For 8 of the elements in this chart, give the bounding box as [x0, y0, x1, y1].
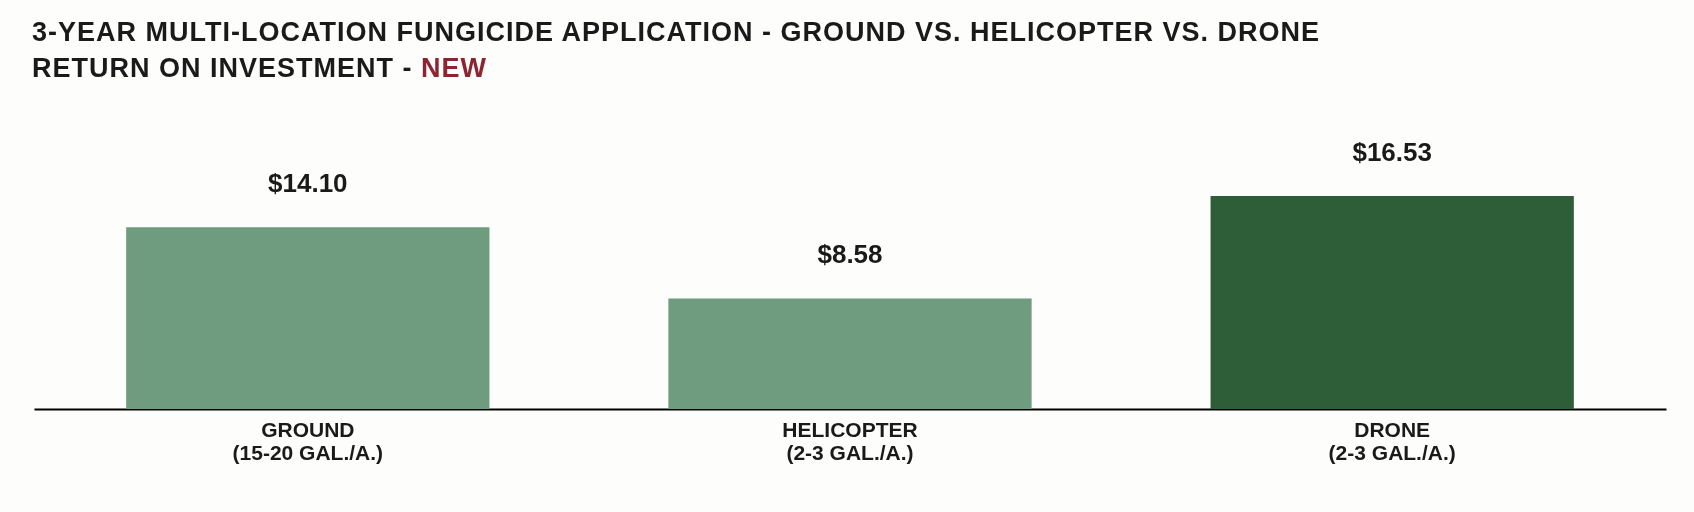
chart-subtitle: RETURN ON INVESTMENT - NEW	[32, 52, 488, 85]
x-tick-label: GROUND (15-20 GAL./A.)	[232, 417, 384, 464]
data-label: $14.10	[268, 168, 348, 199]
chart-title: 3-YEAR MULTI-LOCATION FUNGICIDE APPLICATION - GROUND VS. HELICOPTER VS. DRONE	[32, 16, 1321, 49]
x-tick-label: DRONE (2-3 GAL./A.)	[1328, 417, 1456, 464]
data-label: $8.58	[817, 239, 883, 270]
x-tick-label: HELICOPTER (2-3 GAL./A.)	[782, 417, 918, 464]
data-label: $16.53	[1352, 137, 1432, 167]
